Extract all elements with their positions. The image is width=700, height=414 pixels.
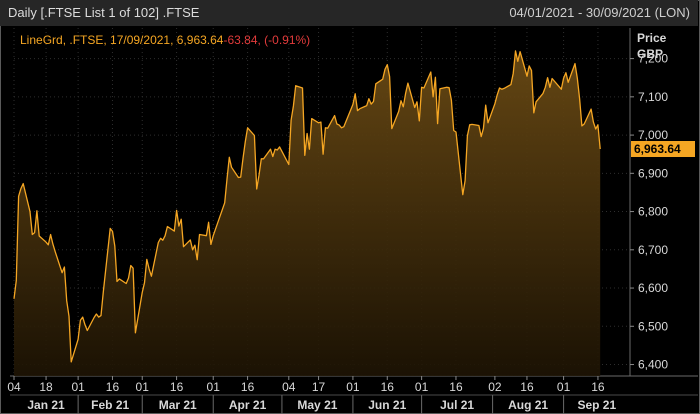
- month-label: Feb 21: [91, 398, 129, 412]
- x-tick-label: 16: [381, 380, 395, 394]
- y-tick-label: 6,900: [638, 166, 668, 180]
- x-tick-label: 01: [346, 380, 360, 394]
- month-label: Jul 21: [440, 398, 474, 412]
- month-label: Jun 21: [368, 398, 406, 412]
- y-tick-label: 7,000: [638, 128, 668, 142]
- svg-text:LineGrd, .FTSE, 17/09/2021, 6,: LineGrd, .FTSE, 17/09/2021, 6,963.64-63.…: [20, 33, 310, 47]
- legend-series-label: LineGrd, .FTSE, 17/09/2021, 6,963.64: [20, 33, 224, 47]
- x-tick-label: 16: [449, 380, 463, 394]
- y-tick-label: 6,600: [638, 281, 668, 295]
- last-value-text: 6,963.64: [634, 142, 681, 156]
- y-tick-label: 7,200: [638, 52, 668, 66]
- last-value-badge: 6,963.64: [631, 141, 695, 157]
- y-tick-label: 6,700: [638, 243, 668, 257]
- date-range: 04/01/2021 - 30/09/2021 (LON): [509, 5, 690, 20]
- x-tick-label: 17: [312, 380, 326, 394]
- price-line: [13, 50, 601, 363]
- x-tick-label: 16: [170, 380, 184, 394]
- x-tick-label: 16: [520, 380, 534, 394]
- x-tick-label: 01: [207, 380, 221, 394]
- y-axis: 6,400 6,500 6,600 6,700 6,800 6,900 7,000 7,100…: [630, 52, 668, 372]
- x-axis: 04 18 01 16 01 16 01 16 04 17 01 16 01 16 02 16 01 16 Jan …: [7, 376, 616, 414]
- x-tick-label: 16: [591, 380, 605, 394]
- legend-change: -63.84, (-0.91%): [223, 33, 310, 47]
- x-tick-label: 16: [106, 380, 120, 394]
- last-value-badge-bg: [631, 141, 695, 157]
- month-label: Jan 21: [27, 398, 65, 412]
- chart-title: Daily [.FTSE List 1 of 102] .FTSE: [8, 5, 200, 20]
- currency-axis-label: GBP: [637, 47, 663, 61]
- price-axis-label: Price: [637, 31, 667, 45]
- y-tick-label: 6,400: [638, 358, 668, 372]
- y-tick-label: 7,100: [638, 90, 668, 104]
- x-tick-label: 01: [136, 380, 150, 394]
- month-label: Aug 21: [508, 398, 548, 412]
- month-label: Apr 21: [229, 398, 267, 412]
- x-tick-label: 04: [7, 380, 21, 394]
- x-tick-label: 01: [557, 380, 571, 394]
- x-tick-label: 02: [488, 380, 502, 394]
- x-tick-label: 01: [415, 380, 429, 394]
- x-tick-label: 01: [71, 380, 85, 394]
- y-tick-label: 6,500: [638, 319, 668, 333]
- month-label: Mar 21: [159, 398, 197, 412]
- price-area-fill: [14, 50, 601, 377]
- y-tick-label: 6,800: [638, 205, 668, 219]
- month-label: Sep 21: [577, 398, 616, 412]
- month-label: May 21: [297, 398, 337, 412]
- x-tick-label: 04: [282, 380, 296, 394]
- chart-header: Daily [.FTSE List 1 of 102] .FTSE 04/01/…: [0, 0, 698, 26]
- x-tick-label: 16: [241, 380, 255, 394]
- x-tick-label: 18: [39, 380, 53, 394]
